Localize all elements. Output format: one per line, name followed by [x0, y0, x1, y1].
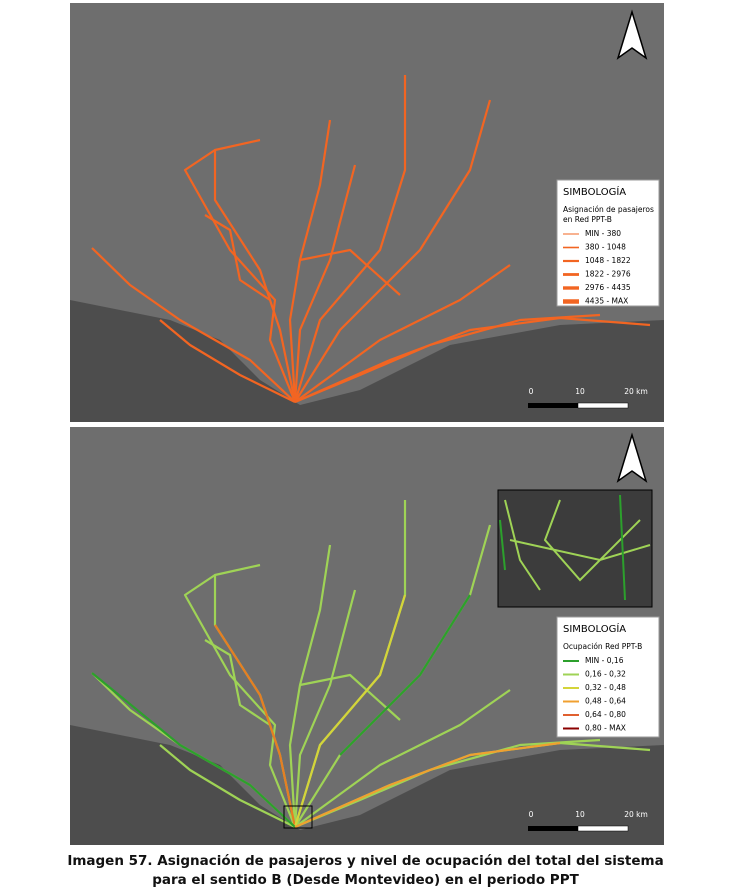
legend-item: 2976 - 4435: [585, 283, 631, 292]
legend-item: MIN - 0,16: [585, 656, 624, 665]
legend-item: 1822 - 2976: [585, 270, 631, 279]
legend-title: SIMBOLOGÍA: [563, 622, 626, 635]
legend-subtitle: en Red PPT-B: [563, 215, 612, 224]
inset: [497, 489, 653, 608]
inset-routes: [499, 494, 626, 601]
legend-item: 0,64 - 0,80: [585, 710, 626, 719]
scale-bar: [528, 403, 578, 408]
scale-label: 10: [575, 810, 585, 819]
north-arrow: [616, 432, 648, 483]
legend-item: 380 - 1048: [585, 243, 626, 252]
scale-label: 20 km: [624, 810, 648, 819]
legend-box: [556, 179, 660, 307]
scale-label: 0: [529, 810, 534, 819]
north-arrow: [616, 9, 648, 60]
legend-box: [556, 616, 660, 738]
scale-bar: [577, 402, 629, 409]
sea: [70, 300, 664, 422]
sea: [70, 725, 664, 845]
legend-item: 0,48 - 0,64: [585, 697, 626, 706]
scale-label: 0: [529, 387, 534, 396]
scale-label: 10: [575, 387, 585, 396]
caption-line: para el sentido B (Desde Montevideo) en …: [152, 872, 579, 888]
scale-bar: [528, 826, 578, 831]
legend-title: SIMBOLOGÍA: [563, 185, 626, 198]
legend-item: 0,32 - 0,48: [585, 683, 626, 692]
legend-item: 0,80 - MAX: [585, 724, 626, 733]
routes: [90, 498, 652, 829]
caption-line: Imagen 57. Asignación de pasajeros y niv…: [67, 853, 664, 869]
scale-bar: [577, 825, 629, 832]
legend-subtitle: Asignación de pasajeros: [563, 205, 654, 214]
legend-item: 0,16 - 0,32: [585, 670, 626, 679]
legend-item: MIN - 380: [585, 229, 621, 238]
inset-routes: [504, 499, 651, 591]
inset-locator: [283, 805, 313, 829]
legend-subtitle: Ocupación Red PPT-B: [563, 642, 642, 651]
legend-item: 4435 - MAX: [585, 297, 628, 306]
legend-item: 1048 - 1822: [585, 256, 631, 265]
scale-label: 20 km: [624, 387, 648, 396]
